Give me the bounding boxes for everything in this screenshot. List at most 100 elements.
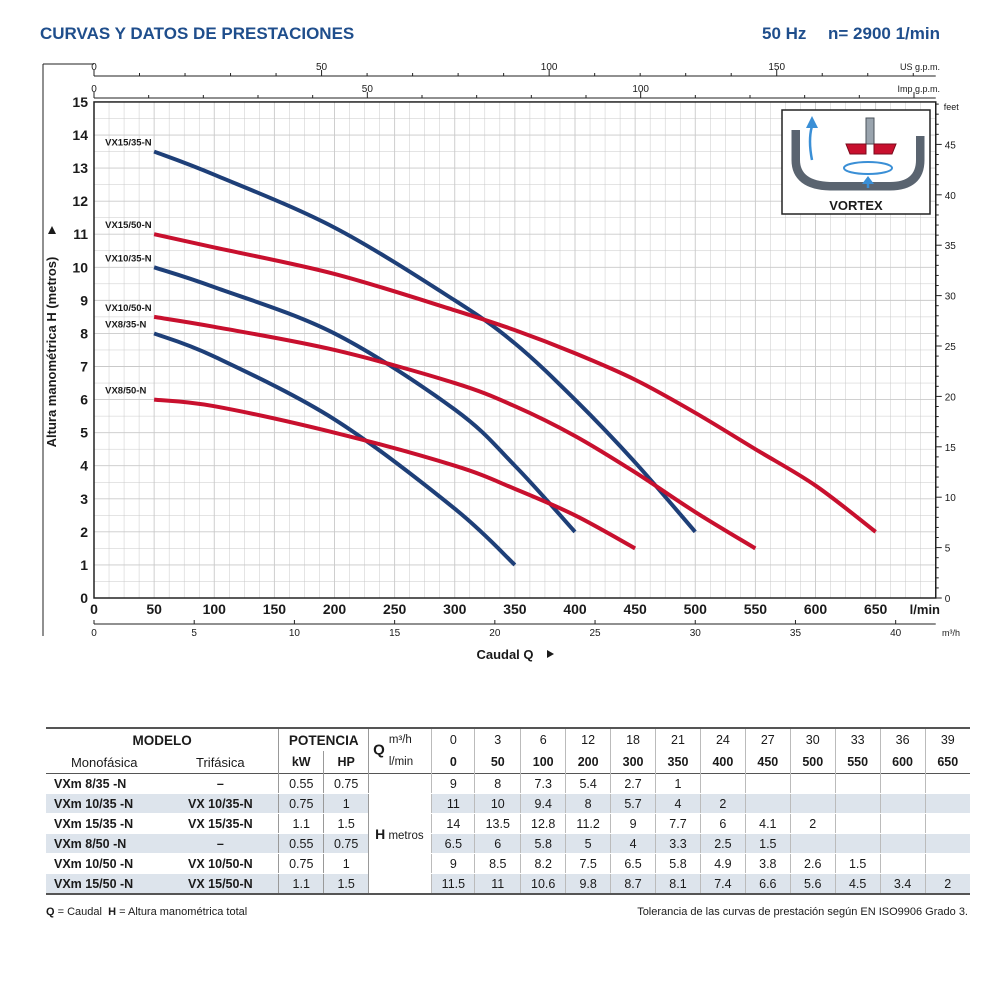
feet-tick-label: 30 (945, 292, 957, 303)
q-symbol: Q (373, 741, 385, 759)
q-m3h-cell: 0 (431, 728, 475, 752)
q-lmin-cell: 550 (834, 751, 881, 774)
h-value-cell: 14 (431, 813, 475, 834)
h-value-cell (789, 793, 836, 814)
h-value-cell (924, 813, 970, 834)
h-value-cell (924, 793, 970, 814)
q-m3h-cell: 12 (565, 728, 611, 752)
model-monofasica: VXm 10/50 -N (46, 853, 163, 874)
x-tick-label: 150 (263, 601, 287, 617)
m3h-tick-label: 5 (191, 628, 197, 639)
h-value-cell (879, 833, 926, 854)
series-line-vx8-35-n (153, 331, 517, 567)
y-tick-label: 12 (72, 193, 88, 209)
power-hp: 0.75 (323, 833, 369, 854)
m3h-tick-label: 25 (589, 628, 601, 639)
model-monofasica: VXm 15/50 -N (46, 873, 163, 895)
h-value-cell (879, 773, 926, 794)
y-tick-label: 7 (80, 359, 88, 375)
lmin-label: l/min (388, 756, 414, 768)
power-hp: 1.5 (323, 873, 369, 895)
series-line-vx8-50-n (153, 397, 637, 551)
feet-tick-label: 25 (945, 342, 957, 353)
x-tick-label: 450 (623, 601, 647, 617)
h-value-cell: 6 (474, 833, 521, 854)
m3h-tick-label: 10 (289, 628, 301, 639)
h-value-cell: 7.4 (699, 873, 746, 895)
impgpm-tick-label: 0 (91, 84, 97, 95)
h-value-cell: 11 (431, 793, 475, 814)
series-line-vx15-50-n (153, 232, 877, 534)
feet-tick-label: 5 (945, 544, 951, 555)
h-value-cell: 8.7 (610, 873, 656, 895)
y-tick-label: 8 (80, 325, 88, 341)
x-axis-label: Caudal Q (476, 647, 533, 662)
frequency-label: 50 Hz (762, 24, 807, 43)
h-value-cell: 2 (699, 793, 746, 814)
vortex-inset: VORTEX (781, 109, 931, 215)
x-tick-label: 250 (383, 601, 407, 617)
h-value-cell: 6 (699, 813, 746, 834)
model-monofasica: VXm 10/35 -N (46, 793, 163, 814)
h-value-cell: 3.3 (655, 833, 701, 854)
x-tick-label: 650 (864, 601, 888, 617)
y-tick-label: 10 (72, 259, 88, 275)
m3h-tick-label: 0 (91, 628, 97, 639)
x-unit-label: l/min (910, 602, 940, 617)
q-lmin-cell: 200 (565, 751, 611, 774)
feet-tick-label: 40 (945, 191, 957, 202)
h-value-cell (924, 853, 970, 874)
footer-h-abbr: H (108, 906, 117, 918)
h-symbol: H (375, 825, 386, 842)
h-value-cell: 1.5 (744, 833, 791, 854)
h-value-cell: 7.7 (655, 813, 701, 834)
h-value-cell: 6.5 (610, 853, 656, 874)
m3h-unit-label: m³/h (942, 628, 960, 638)
model-trifasica: – (162, 773, 279, 794)
h-value-cell: 9 (431, 853, 475, 874)
impgpm-tick-label: 50 (362, 84, 374, 95)
m3h-tick-label: 40 (890, 628, 902, 639)
y-axis-arrow-icon (48, 226, 56, 234)
y-tick-label: 11 (73, 226, 88, 242)
h-value-cell: 5.8 (655, 853, 701, 874)
usgpm-tick-label: 0 (91, 62, 97, 73)
series-label: VX10/50-N (105, 303, 152, 314)
x-tick-label: 550 (744, 601, 768, 617)
series-layer: VX15/35-N VX15/50-N VX10/35-N VX10/50-N VX8/… (105, 138, 877, 567)
feet-unit-label: feet (944, 102, 960, 112)
x-tick-label: 200 (323, 601, 347, 617)
q-lmin-cell: 450 (744, 751, 791, 774)
feet-tick-label: 10 (945, 493, 957, 504)
h-value-cell: 4 (610, 833, 656, 854)
q-m3h-cell: 27 (744, 728, 791, 752)
h-value-cell (834, 833, 881, 854)
footer-q-def: = Caudal (54, 906, 102, 918)
h-value-cell: 3.4 (879, 873, 926, 895)
series-line-vx10-35-n (153, 265, 577, 534)
h-value-cell: 2.6 (789, 853, 836, 874)
h-value-cell (834, 793, 881, 814)
h-value-cell: 2 (789, 813, 836, 834)
m3h-tick-label: 20 (489, 628, 501, 639)
y-tick-label: 13 (72, 160, 88, 176)
h-value-cell: 2.7 (610, 773, 656, 794)
h-value-cell: 4.1 (744, 813, 791, 834)
model-trifasica: VX 15/50-N (162, 873, 279, 895)
x-tick-label: 100 (203, 601, 227, 617)
y-tick-label: 6 (80, 392, 88, 408)
q-m3h-cell: 33 (834, 728, 881, 752)
h-value-cell: 5.7 (610, 793, 656, 814)
model-trifasica: VX 10/35-N (162, 793, 279, 814)
power-hp: 1 (323, 853, 369, 874)
y-tick-label: 4 (80, 458, 88, 474)
header-modelo: MODELO (132, 732, 192, 748)
power-kw: 1.1 (278, 813, 324, 834)
h-value-cell: 9.8 (565, 873, 611, 895)
h-value-cell: 8 (474, 773, 521, 794)
metros-label: metros (385, 829, 424, 842)
h-value-cell: 3.8 (744, 853, 791, 874)
h-value-cell (834, 773, 881, 794)
h-value-cell: 5 (565, 833, 611, 854)
feet-tick-label: 20 (945, 392, 957, 403)
